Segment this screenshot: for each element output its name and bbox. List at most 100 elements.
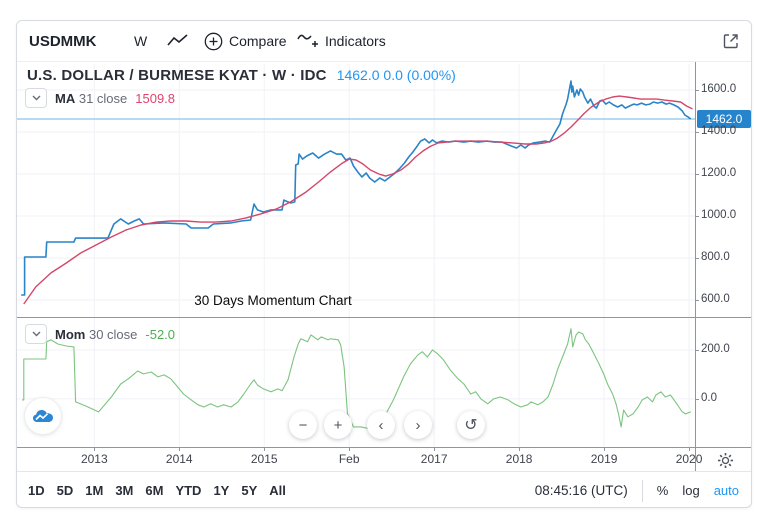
pane-header: U.S. DOLLAR / BURMESE KYAT · W · IDC 146… xyxy=(27,67,456,84)
time-axis-tick xyxy=(349,447,351,451)
time-axis-tick xyxy=(179,447,181,451)
range-all[interactable]: All xyxy=(269,483,286,498)
axis-tick-mark xyxy=(695,174,699,176)
time-axis-label: 2014 xyxy=(165,452,193,466)
axis-tick-mark xyxy=(695,132,699,134)
minus-icon: − xyxy=(298,416,308,434)
time-axis-tick xyxy=(519,447,521,451)
chart-card: USDMMK W Compare xyxy=(16,20,752,508)
compare-plus-icon xyxy=(204,32,223,51)
time-axis-label: 2020 xyxy=(675,452,703,466)
scroll-left-button[interactable]: ‹ xyxy=(367,411,395,439)
axis-tick-label: 200.0 xyxy=(701,342,730,355)
range-1m[interactable]: 1M xyxy=(85,483,104,498)
axis-tick-mark xyxy=(695,90,699,92)
share-button[interactable] xyxy=(717,27,745,55)
percent-scale-toggle[interactable]: % xyxy=(656,483,669,498)
time-axis-label: 2015 xyxy=(250,452,278,466)
axis-tick-label: 0.0 xyxy=(701,391,717,404)
time-axis-divider xyxy=(17,447,751,448)
axis-tick-label: 600.0 xyxy=(701,292,730,305)
range-1y[interactable]: 1Y xyxy=(213,483,230,498)
chart-type-button[interactable] xyxy=(167,21,189,61)
bottom-toolbar: 1D 5D 1M 3M 6M YTD 1Y 5Y All 08:45:16 (U… xyxy=(17,471,751,509)
mom-params: 30 close xyxy=(88,326,138,342)
ma-indicator-row: MA 31 close 1509.8 xyxy=(25,88,175,108)
time-axis-label: Feb xyxy=(338,452,360,466)
interval-button[interactable]: W xyxy=(134,21,147,61)
axis-tick-mark xyxy=(695,299,699,301)
mom-indicator-row: Mom 30 close -52.0 xyxy=(25,324,175,344)
time-axis-tick xyxy=(689,447,691,451)
reset-view-button[interactable]: ↺ xyxy=(457,411,485,439)
price-chart-canvas[interactable] xyxy=(17,64,695,317)
scroll-right-button[interactable]: › xyxy=(404,411,432,439)
symbol-button[interactable]: USDMMK xyxy=(29,21,97,61)
time-axis-label: 2019 xyxy=(590,452,618,466)
time-axis-label: 2017 xyxy=(420,452,448,466)
open-in-new-window-icon xyxy=(722,32,740,50)
indicators-icon xyxy=(297,31,319,51)
axis-tick-mark xyxy=(695,216,699,217)
ma-params: 31 close xyxy=(78,90,128,106)
range-1d[interactable]: 1D xyxy=(28,483,45,498)
range-3m[interactable]: 3M xyxy=(115,483,134,498)
zoom-in-button[interactable]: + xyxy=(324,411,352,439)
axis-tick-mark xyxy=(695,398,699,400)
current-price-badge: 1462.0 xyxy=(697,110,751,128)
ma-collapse-button[interactable] xyxy=(25,88,47,108)
bottom-toolbar-right: 08:45:16 (UTC) % log auto xyxy=(534,479,751,502)
compare-button[interactable]: Compare xyxy=(204,21,287,61)
quote-change: 0.0 xyxy=(383,67,403,83)
range-ytd[interactable]: YTD xyxy=(175,483,202,498)
chevron-left-icon: ‹ xyxy=(378,416,384,434)
gear-icon xyxy=(717,452,734,469)
reset-icon: ↺ xyxy=(464,417,478,434)
chart-region: U.S. DOLLAR / BURMESE KYAT · W · IDC 146… xyxy=(17,61,751,472)
price-axis-line xyxy=(695,62,696,472)
chevron-right-icon: › xyxy=(415,416,421,434)
indicators-label: Indicators xyxy=(325,33,386,49)
range-6m[interactable]: 6M xyxy=(145,483,164,498)
range-5d[interactable]: 5D xyxy=(56,483,74,498)
time-axis-tick xyxy=(94,447,96,451)
pane-quote: 1462.0 0.0 (0.00%) xyxy=(337,67,456,83)
publish-idea-button[interactable] xyxy=(25,398,61,434)
momentum-annotation: 30 Days Momentum Chart xyxy=(194,293,352,308)
interval-label: W xyxy=(134,33,148,49)
log-scale-toggle[interactable]: log xyxy=(682,483,700,498)
chevron-down-icon xyxy=(32,331,41,337)
toolbar-separator xyxy=(641,479,643,502)
symbol-label: USDMMK xyxy=(29,32,97,50)
ma-name: MA xyxy=(55,90,76,106)
compare-label: Compare xyxy=(229,33,287,49)
date-range-selector: 1D 5D 1M 3M 6M YTD 1Y 5Y All xyxy=(17,483,286,498)
chart-settings-button[interactable] xyxy=(715,450,735,470)
axis-tick-mark xyxy=(695,258,699,259)
quote-price: 1462.0 xyxy=(336,67,380,83)
zoom-out-button[interactable]: − xyxy=(289,411,317,439)
cloud-chart-icon xyxy=(32,408,54,424)
axis-tick-label: 1400.0 xyxy=(701,125,737,138)
time-axis-tick xyxy=(264,447,266,451)
axis-tick-label: 1000.0 xyxy=(701,209,737,221)
top-toolbar: USDMMK W Compare xyxy=(17,21,751,61)
quote-change-pct: (0.00%) xyxy=(406,67,456,83)
pane-title: U.S. DOLLAR / BURMESE KYAT · W · IDC xyxy=(27,67,327,84)
axis-tick-label: 800.0 xyxy=(701,251,730,263)
clock[interactable]: 08:45:16 (UTC) xyxy=(534,483,628,498)
panel-divider[interactable] xyxy=(17,317,751,318)
axis-tick-label: 1600.0 xyxy=(701,83,737,96)
mom-collapse-button[interactable] xyxy=(25,324,47,344)
time-axis-label: 2013 xyxy=(80,452,108,466)
chevron-down-icon xyxy=(32,95,41,101)
mom-value: -52.0 xyxy=(145,326,176,342)
indicators-button[interactable]: Indicators xyxy=(297,21,386,61)
mom-name: Mom xyxy=(55,326,86,342)
axis-tick-mark xyxy=(695,349,699,351)
time-axis-label: 2018 xyxy=(505,452,533,466)
line-chart-icon xyxy=(167,34,189,48)
auto-scale-toggle[interactable]: auto xyxy=(713,483,739,498)
range-5y[interactable]: 5Y xyxy=(241,483,258,498)
plus-icon: + xyxy=(333,416,343,434)
